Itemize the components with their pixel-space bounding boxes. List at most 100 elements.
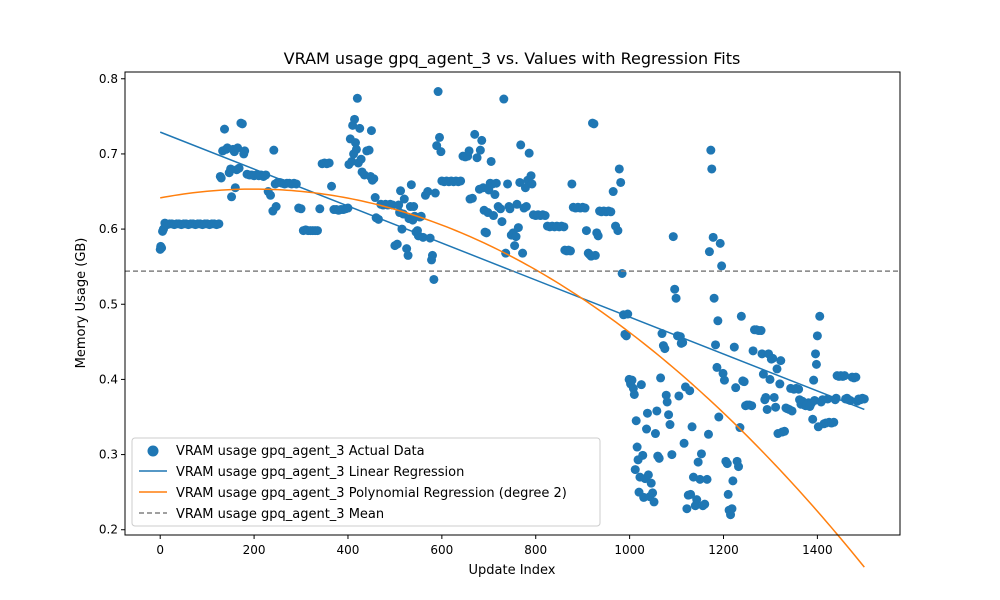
data-point (704, 247, 714, 257)
data-point (712, 362, 722, 372)
data-point (711, 340, 721, 350)
data-point (512, 199, 522, 209)
data-point (623, 309, 633, 319)
data-point (780, 426, 790, 436)
data-point (629, 389, 639, 399)
data-point (481, 228, 491, 238)
plot-area (125, 87, 900, 568)
data-point (524, 148, 534, 158)
data-point (394, 200, 404, 210)
y-tick-label: 0.6 (99, 222, 118, 236)
y-tick-label: 0.5 (99, 297, 118, 311)
data-point (559, 222, 569, 232)
data-point (687, 422, 697, 432)
data-point (840, 371, 850, 381)
data-point (613, 226, 623, 236)
data-point (499, 94, 509, 104)
y-tick-label: 0.4 (99, 372, 118, 386)
data-point (324, 158, 334, 168)
data-point (370, 193, 380, 203)
data-point (809, 375, 819, 385)
data-point (707, 164, 717, 174)
data-point (646, 478, 656, 488)
data-point (808, 414, 818, 424)
data-point (614, 164, 624, 174)
data-point (758, 369, 768, 379)
data-point (436, 147, 446, 157)
data-point (661, 390, 671, 400)
data-point (649, 497, 659, 507)
data-point (488, 211, 498, 221)
data-point (396, 186, 406, 196)
data-point (433, 87, 443, 97)
data-point (815, 311, 825, 321)
data-point (350, 114, 360, 124)
data-point (496, 204, 506, 214)
data-point (513, 223, 523, 233)
data-point (429, 274, 439, 284)
data-point (567, 179, 577, 189)
data-point (642, 424, 652, 434)
data-point (230, 183, 240, 193)
data-point (654, 453, 664, 463)
data-point (700, 499, 710, 509)
data-point (406, 180, 416, 190)
data-point (312, 226, 322, 236)
data-point (392, 239, 402, 249)
data-point (565, 246, 575, 256)
data-point (516, 140, 526, 150)
data-point (269, 145, 279, 155)
data-point (220, 124, 230, 134)
data-point (630, 465, 640, 475)
data-point (765, 374, 775, 384)
data-point (237, 119, 247, 129)
chart-title: VRAM usage gpq_agent_3 vs. Values with R… (284, 49, 741, 69)
data-point (648, 488, 658, 498)
data-point (660, 344, 670, 354)
data-point (731, 383, 741, 393)
data-point (364, 145, 374, 155)
data-point (667, 450, 677, 460)
data-point (787, 406, 797, 416)
x-tick-label: 800 (524, 543, 547, 557)
data-point (606, 207, 616, 217)
data-point (315, 204, 325, 214)
data-point (366, 126, 376, 136)
data-point (636, 380, 646, 390)
legend-label-actual: VRAM usage gpq_agent_3 Actual Data (176, 444, 425, 459)
x-tick-label: 1400 (802, 543, 833, 557)
data-point (350, 138, 360, 148)
data-point (409, 202, 419, 212)
data-point (794, 384, 804, 394)
data-point (589, 119, 599, 129)
legend: VRAM usage gpq_agent_3 Actual Data VRAM … (131, 437, 601, 527)
data-point (768, 353, 778, 363)
data-point (638, 450, 648, 460)
data-point (747, 401, 757, 411)
data-point (470, 129, 480, 139)
data-point (518, 248, 528, 258)
legend-label-poly: VRAM usage gpq_agent_3 Polynomial Regres… (176, 486, 567, 501)
data-point (736, 311, 746, 321)
legend-marker-actual (147, 445, 159, 457)
x-axis-label: Update Index (468, 563, 555, 578)
data-point (708, 232, 718, 242)
x-tick-label: 1200 (708, 543, 739, 557)
data-point (811, 359, 821, 369)
data-point (719, 375, 729, 385)
data-point (327, 181, 337, 191)
data-point (714, 412, 724, 422)
data-point (352, 93, 362, 103)
data-point (650, 429, 660, 439)
data-point (266, 190, 276, 200)
data-point (503, 179, 513, 189)
x-tick-label: 1000 (614, 543, 645, 557)
x-tick-label: 200 (243, 543, 266, 557)
data-point (812, 331, 822, 341)
data-point (505, 204, 515, 214)
data-point (351, 144, 361, 154)
data-point (157, 243, 167, 253)
polynomial-regression-line (160, 188, 865, 568)
y-tick-label: 0.8 (99, 72, 118, 86)
data-point (402, 244, 412, 254)
